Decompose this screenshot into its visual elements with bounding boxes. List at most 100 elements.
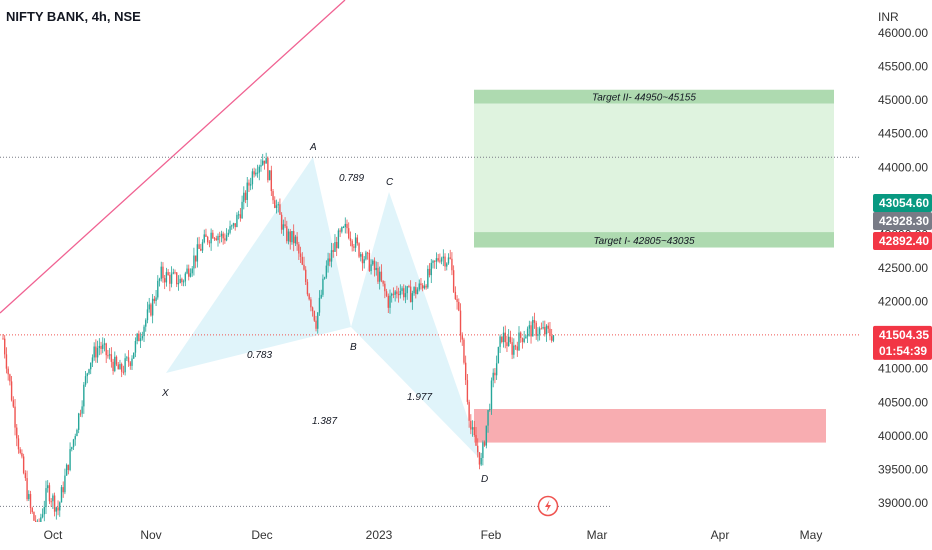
candle-body[interactable] [415,287,417,295]
candle-body[interactable] [378,271,381,282]
candle-body[interactable] [311,307,314,312]
candle-body[interactable] [139,338,142,342]
candle-body[interactable] [53,495,56,512]
candle-body[interactable] [59,502,61,511]
candle-body[interactable] [133,352,135,359]
candle-body[interactable] [434,260,436,262]
candle-body[interactable] [406,286,408,294]
candle-body[interactable] [203,234,205,243]
candle-body[interactable] [284,224,286,227]
candle-body[interactable] [552,335,555,341]
candle-body[interactable] [127,357,130,363]
candle-body[interactable] [153,298,156,302]
candle-body[interactable] [452,270,455,292]
candle-body[interactable] [151,298,154,316]
candle-body[interactable] [41,514,44,518]
candle-body[interactable] [380,271,383,281]
candle-body[interactable] [456,299,458,302]
candle-body[interactable] [509,336,512,343]
candle-body[interactable] [98,345,101,349]
candle-body[interactable] [540,328,543,330]
candle-body[interactable] [274,200,276,208]
candle-body[interactable] [186,268,188,274]
candle-body[interactable] [47,485,49,489]
candle-body[interactable] [523,338,525,343]
candle-body[interactable] [193,255,195,269]
candle-body[interactable] [549,328,551,337]
candle-body[interactable] [404,293,407,298]
candle-body[interactable] [413,287,415,294]
candle-body[interactable] [57,507,59,511]
candle-body[interactable] [172,272,174,274]
candle-body[interactable] [282,224,285,230]
candle-body[interactable] [363,259,365,264]
candle-body[interactable] [196,244,199,262]
candle-body[interactable] [103,343,106,345]
candle-body[interactable] [480,457,482,465]
candle-body[interactable] [489,409,491,411]
candle-body[interactable] [382,280,384,284]
candle-body[interactable] [194,255,197,262]
candle-body[interactable] [396,291,398,295]
candle-body[interactable] [430,262,432,276]
candle-body[interactable] [205,234,207,237]
candle-body[interactable] [451,258,453,271]
candle-body[interactable] [387,295,389,308]
candle-body[interactable] [21,452,23,457]
candle-body[interactable] [495,363,498,376]
candle-body[interactable] [279,204,281,215]
candle-body[interactable] [277,204,279,206]
candle-body[interactable] [182,281,185,283]
candle-body[interactable] [134,340,137,353]
candle-body[interactable] [339,230,341,232]
candle-body[interactable] [224,238,226,241]
candle-body[interactable] [270,170,273,192]
price-badge[interactable]: 42928.30 [873,212,932,230]
candle-body[interactable] [535,322,537,336]
candle-body[interactable] [255,172,257,175]
candle-body[interactable] [124,358,126,373]
candle-body[interactable] [169,275,171,284]
candle-body[interactable] [490,380,493,410]
candle-body[interactable] [167,272,169,276]
candle-body[interactable] [298,244,300,254]
candle-body[interactable] [399,290,402,296]
time-axis[interactable]: Oct Nov Dec 2023 Feb Mar Apr May [44,528,823,542]
candle-body[interactable] [332,250,334,252]
candle-body[interactable] [71,447,73,450]
candle-body[interactable] [299,253,302,257]
candle-body[interactable] [537,334,539,336]
candle-body[interactable] [7,368,9,375]
candle-body[interactable] [62,487,64,493]
candle-body[interactable] [268,170,271,181]
candle-body[interactable] [306,281,309,295]
candle-body[interactable] [65,464,68,476]
candle-body[interactable] [236,214,238,228]
candle-body[interactable] [150,304,152,316]
candle-body[interactable] [81,406,83,414]
candle-body[interactable] [262,160,264,166]
price-badge[interactable]: 42892.40 [873,232,932,250]
candle-body[interactable] [286,226,288,242]
candle-body[interactable] [117,364,119,370]
candle-body[interactable] [126,357,128,359]
candle-body[interactable] [370,264,372,272]
candle-body[interactable] [497,346,500,364]
candle-body[interactable] [10,381,13,401]
candle-body[interactable] [265,158,267,164]
candle-body[interactable] [249,184,252,186]
candle-body[interactable] [176,272,178,285]
candle-body[interactable] [155,297,157,302]
candle-body[interactable] [494,372,496,376]
candle-body[interactable] [119,364,121,370]
candle-body[interactable] [79,413,82,415]
candle-body[interactable] [346,223,348,229]
candle-body[interactable] [246,182,248,200]
candle-body[interactable] [329,258,331,262]
candle-body[interactable] [108,354,111,356]
candle-body[interactable] [181,278,183,283]
candle-body[interactable] [174,272,176,274]
candle-body[interactable] [416,289,419,295]
candle-body[interactable] [227,232,230,236]
candle-body[interactable] [165,272,168,283]
